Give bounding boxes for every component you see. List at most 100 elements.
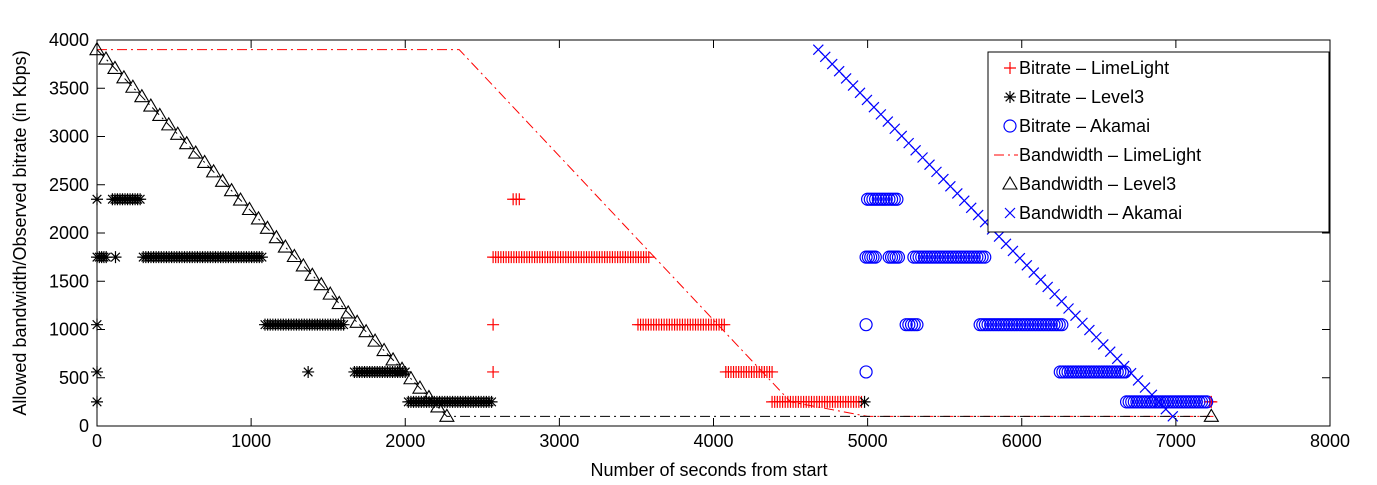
legend-label-bitrate-limelight: Bitrate – LimeLight [1019, 58, 1169, 78]
bandwidth-level3-point [429, 398, 446, 413]
x-tick-label: 2000 [385, 431, 425, 451]
bandwidth-level3-point [223, 182, 240, 197]
bitrate-akamai-point [859, 365, 873, 379]
x-tick-label: 5000 [848, 431, 888, 451]
bitrate-limelight-point [487, 318, 500, 331]
bandwidth-level3-point [232, 191, 249, 206]
bandwidth-level3-point [313, 276, 330, 291]
bitrate-limelight-point [642, 251, 655, 264]
series-bitrate-limelight [487, 193, 1218, 408]
y-tick-label: 2000 [49, 223, 89, 243]
bitrate-limelight-point [513, 193, 526, 206]
x-tick-label: 0 [92, 431, 102, 451]
plot-marks [89, 41, 1220, 422]
bandwidth-level3-point [160, 116, 177, 131]
bandwidth-level3-point [358, 323, 375, 338]
series-bandwidth-limelight [97, 49, 1215, 417]
legend-marker-bitrate-akamai [1003, 119, 1017, 133]
bandwidth-level3-point [151, 107, 168, 122]
bitrate-level3-point [302, 365, 315, 378]
legend-label-bitrate-akamai: Bitrate – Akamai [1019, 116, 1150, 136]
y-tick-label: 1000 [49, 320, 89, 340]
legend-label-bandwidth-limelight: Bandwidth – LimeLight [1019, 145, 1201, 165]
bitrate-akamai-point [891, 250, 906, 264]
legend-marker-bitrate-limelight [1004, 62, 1016, 74]
bitrate-level3-point [858, 395, 871, 408]
x-tick-label: 3000 [539, 431, 579, 451]
bitrate-akamai-point [910, 318, 924, 332]
bandwidth-level3-point [304, 267, 321, 281]
series-bitrate-akamai [859, 192, 1214, 409]
y-tick-label: 0 [79, 416, 89, 436]
bitrate-level3-point [134, 193, 147, 206]
bandwidth-level3-point [241, 201, 258, 216]
bandwidth-level3-point [277, 239, 294, 253]
bandwidth-level3-point [286, 248, 303, 263]
x-tick-label: 6000 [1002, 431, 1042, 451]
bitrate-level3-point [399, 365, 412, 378]
bitrate-akamai-point [859, 318, 873, 332]
y-tick-label: 3000 [49, 127, 89, 147]
x-tick-label: 4000 [693, 431, 733, 451]
series-bandwidth-akamai [812, 44, 1179, 422]
bandwidth-level3-point [367, 333, 384, 347]
bandwidth-level3-point [259, 220, 276, 234]
bandwidth-level3-point [169, 126, 186, 140]
bitrate-akamai-point [907, 318, 921, 332]
bitrate-level3-point [485, 395, 498, 408]
legend-label-bandwidth-akamai: Bandwidth – Akamai [1019, 203, 1182, 223]
bandwidth-level3-point [133, 88, 150, 103]
bandwidth-level3-point [403, 370, 419, 385]
bitrate-level3-point [100, 251, 113, 264]
axis-ticks: 0 1000 2000 3000 4000 5000 6000 7000 8000 0 500 100… [49, 30, 1350, 451]
bandwidth-level3-point [178, 135, 195, 150]
bandwidth-level3-point [142, 97, 159, 112]
bandwidth-level3-point [295, 257, 312, 272]
bandwidth-level3-point [124, 79, 141, 93]
bandwidth-level3-point [349, 314, 366, 328]
bitrate-akamai-point [890, 192, 904, 206]
series-bandwidth-level3 [89, 41, 1220, 422]
y-tick-label: 2500 [49, 175, 89, 195]
legend-box [987, 51, 1330, 233]
bitrate-akamai-point [1200, 395, 1214, 409]
y-tick-label: 3500 [49, 78, 89, 98]
bandwidth-level3-point [98, 50, 114, 65]
bandwidth-level3-point [331, 295, 348, 310]
bitrate-akamai-point [868, 250, 882, 264]
bandwidth-level3-point [1203, 408, 1220, 422]
bitrate-level3-point [109, 251, 122, 264]
y-tick-label: 4000 [49, 30, 89, 50]
bandwidth-level3-point [250, 210, 267, 225]
bandwidth-level3-point [340, 304, 357, 319]
bitrate-limelight-point [487, 365, 500, 378]
bandwidth-limelight-line [97, 49, 1215, 417]
bitrate-level3-point [337, 318, 350, 331]
bandwidth-level3-point [106, 60, 123, 75]
legend-marker-bandwidth-akamai [1004, 207, 1016, 219]
x-tick-label: 8000 [1310, 431, 1350, 451]
x-tick-label: 1000 [231, 431, 271, 451]
y-tick-label: 1500 [49, 271, 89, 291]
bandwidth-level3-point [385, 351, 401, 366]
bandwidth-level3-point [438, 408, 455, 422]
bandwidth-level3-point [411, 380, 428, 394]
bitrate-akamai-point [904, 318, 919, 332]
x-axis-label: Number of seconds from start [590, 460, 827, 480]
bandwidth-level3-point [376, 342, 393, 357]
legend-marker-bandwidth-level3 [1002, 175, 1018, 190]
bitrate-limelight-point [718, 318, 731, 331]
bandwidth-level3-point [394, 361, 410, 375]
bandwidth-level3-point [322, 286, 339, 300]
bandwidth-level3-point [268, 229, 285, 244]
bandwidth-level3-point [196, 154, 213, 169]
bitrate-akamai-point [978, 250, 992, 264]
y-tick-label: 500 [59, 368, 89, 388]
bandwidth-level3-point [205, 163, 222, 178]
bitrate-limelight-point [766, 365, 779, 378]
legend-label-bandwidth-level3: Bandwidth – Level3 [1019, 174, 1176, 194]
bandwidth-level3-point [420, 389, 437, 404]
legend-marker-bitrate-level3 [1004, 91, 1016, 103]
bitrate-level3-point [255, 251, 268, 264]
